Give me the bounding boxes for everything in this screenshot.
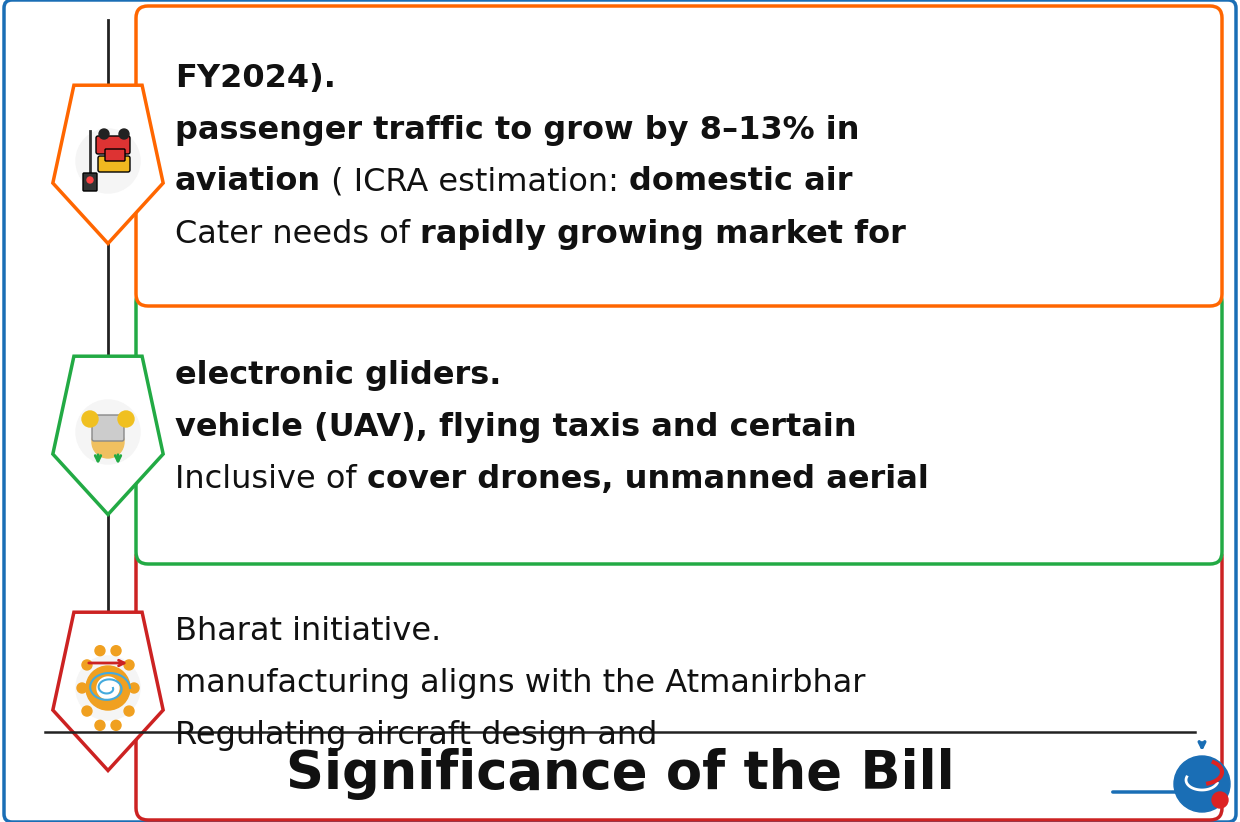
Text: Significance of the Bill: Significance of the Bill [285,748,955,800]
Text: Regulating aircraft design and: Regulating aircraft design and [175,719,657,750]
Circle shape [76,129,140,193]
Polygon shape [53,612,164,770]
FancyBboxPatch shape [83,173,97,191]
Text: rapidly growing market for: rapidly growing market for [420,219,906,250]
FancyBboxPatch shape [98,156,130,172]
Circle shape [95,720,105,730]
Circle shape [92,426,124,458]
Circle shape [99,129,109,139]
FancyBboxPatch shape [95,136,130,154]
Text: Cater needs of: Cater needs of [175,219,420,250]
Circle shape [112,720,122,730]
FancyBboxPatch shape [136,546,1221,820]
FancyBboxPatch shape [136,290,1221,564]
Circle shape [82,411,98,427]
Circle shape [112,646,122,656]
Text: manufacturing aligns with the Atmanirbhar: manufacturing aligns with the Atmanirbha… [175,667,866,699]
Polygon shape [53,85,164,243]
Circle shape [129,683,139,693]
Circle shape [87,177,93,183]
Text: passenger traffic to grow by 8–13% in: passenger traffic to grow by 8–13% in [175,114,859,145]
Circle shape [82,660,92,670]
Text: electronic gliders.: electronic gliders. [175,359,501,390]
Text: cover drones, unmanned aerial: cover drones, unmanned aerial [367,464,929,495]
Circle shape [77,683,87,693]
Circle shape [119,129,129,139]
Text: vehicle (UAV), flying taxis and certain: vehicle (UAV), flying taxis and certain [175,412,857,442]
Text: ( ICRA estimation:: ( ICRA estimation: [321,167,629,197]
FancyBboxPatch shape [105,149,125,161]
Text: aviation: aviation [175,167,321,197]
Circle shape [76,400,140,464]
Circle shape [97,677,119,699]
Circle shape [1174,756,1230,812]
Text: domestic air: domestic air [629,167,853,197]
Text: Bharat initiative.: Bharat initiative. [175,616,441,646]
Circle shape [82,706,92,716]
Polygon shape [53,356,164,515]
FancyBboxPatch shape [136,6,1221,306]
Text: FY2024).: FY2024). [175,62,336,94]
Circle shape [118,411,134,427]
Circle shape [86,666,130,710]
Circle shape [124,706,134,716]
Circle shape [1211,792,1228,808]
Circle shape [124,660,134,670]
Text: Inclusive of: Inclusive of [175,464,367,495]
Circle shape [95,646,105,656]
FancyBboxPatch shape [92,415,124,441]
Circle shape [76,656,140,720]
FancyBboxPatch shape [4,0,1236,822]
